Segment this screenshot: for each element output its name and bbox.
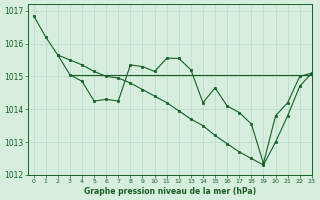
X-axis label: Graphe pression niveau de la mer (hPa): Graphe pression niveau de la mer (hPa) [84,187,256,196]
